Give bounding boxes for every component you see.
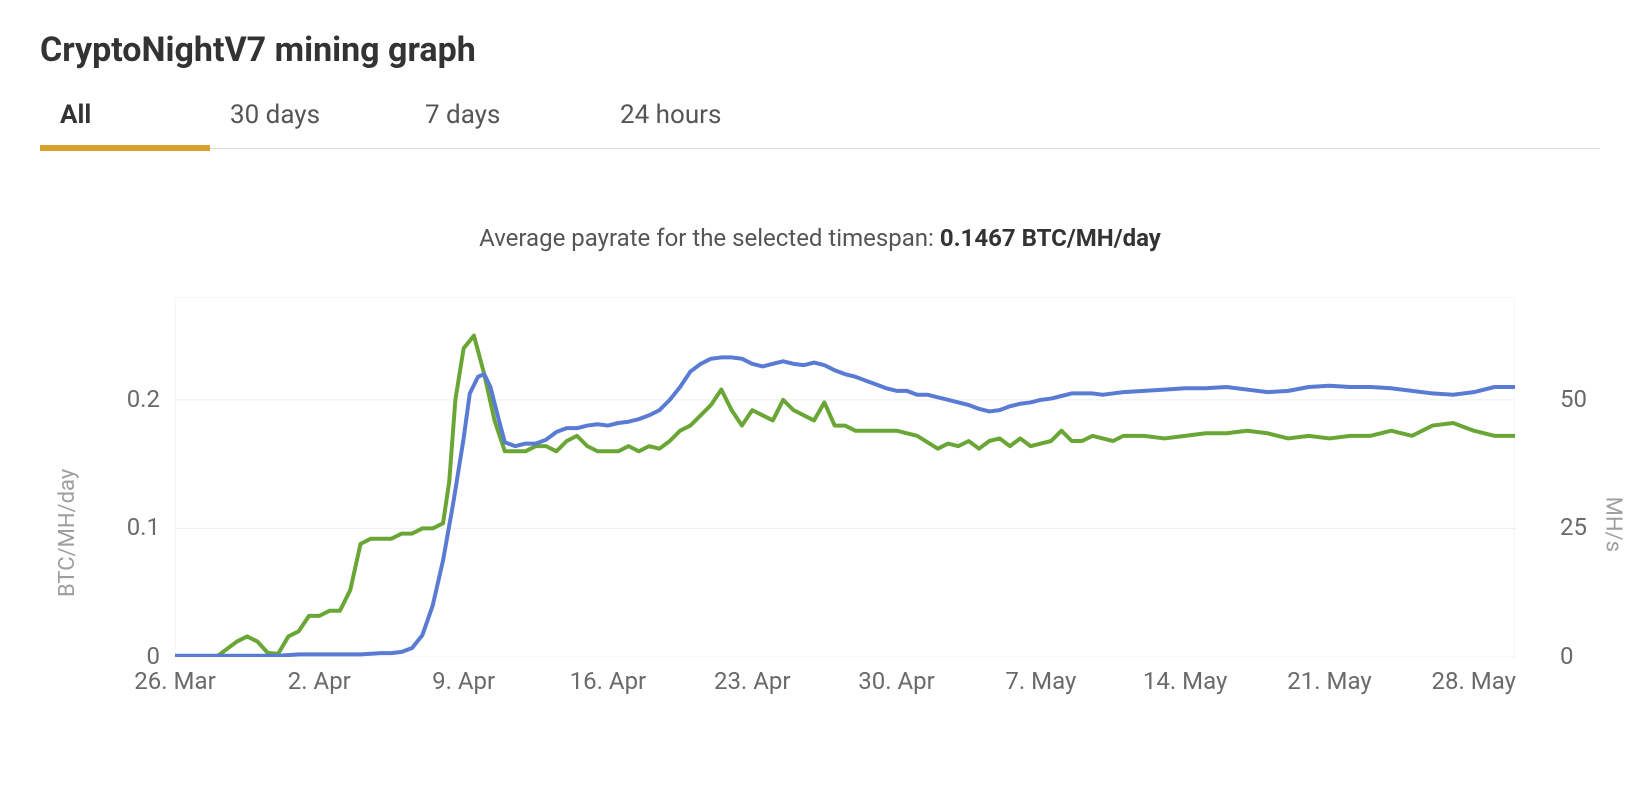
- x-tick: 14. May: [1143, 667, 1227, 695]
- average-payrate-prefix: Average payrate for the selected timespa…: [479, 224, 940, 252]
- y-left-axis-label: BTC/MH/day: [55, 469, 80, 597]
- mining-graph-panel: CryptoNightV7 mining graph All30 days7 d…: [0, 0, 1640, 788]
- average-payrate-value: 0.1467 BTC/MH/day: [940, 224, 1161, 252]
- tab-7-days[interactable]: 7 days: [425, 88, 620, 148]
- x-tick: 16. Apr: [570, 667, 647, 695]
- x-tick: 26. Mar: [134, 667, 215, 695]
- x-tick: 21. May: [1287, 667, 1371, 695]
- tab-30-days[interactable]: 30 days: [230, 88, 425, 148]
- y-left-tick: 0: [80, 642, 160, 670]
- x-tick: 28. May: [1432, 667, 1516, 695]
- timespan-tabs: All30 days7 days24 hours: [40, 88, 1600, 149]
- chart-area: BTC/MH/day MH/s 00.10.2 02550 26. Mar2. …: [175, 297, 1545, 697]
- y-right-tick: 25: [1560, 513, 1620, 541]
- page-title: CryptoNightV7 mining graph: [40, 30, 1600, 70]
- line-chart: [175, 297, 1515, 657]
- x-tick: 30. Apr: [858, 667, 935, 695]
- x-tick: 9. Apr: [432, 667, 495, 695]
- x-ticks: 26. Mar2. Apr9. Apr16. Apr23. Apr30. Apr…: [175, 657, 1545, 697]
- y-right-tick: 50: [1560, 385, 1620, 413]
- y-left-tick: 0.2: [80, 385, 160, 413]
- x-tick: 23. Apr: [714, 667, 791, 695]
- y-left-tick: 0.1: [80, 513, 160, 541]
- y-right-tick: 0: [1560, 642, 1620, 670]
- tab-all[interactable]: All: [40, 88, 230, 148]
- x-tick: 2. Apr: [288, 667, 351, 695]
- average-payrate-line: Average payrate for the selected timespa…: [40, 224, 1600, 252]
- x-tick: 7. May: [1005, 667, 1076, 695]
- tab-24-hours[interactable]: 24 hours: [620, 88, 815, 148]
